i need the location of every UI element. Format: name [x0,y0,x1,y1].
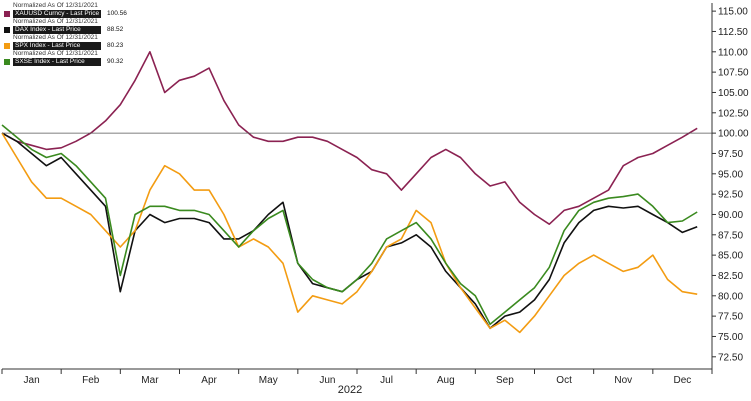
legend-note: Normalized As Of 12/31/2021 [13,50,98,57]
y-tick-label: 110.00 [718,47,748,58]
legend-swatch [4,59,10,65]
y-tick-label: 112.50 [718,27,748,38]
y-tick-label: 105.00 [718,88,749,99]
legend-series-name: DAX Index - Last Price [13,26,101,34]
y-tick-label: 80.00 [718,291,743,302]
legend-note: Normalized As Of 12/31/2021 [13,2,98,9]
y-tick-label: 82.50 [718,271,743,282]
legend-swatch [4,27,10,33]
legend-swatch [4,11,10,17]
legend-entry: SXSE Index - Last Price 90.32 [2,58,127,66]
x-tick-label: Jun [319,375,335,386]
x-tick-label: Nov [614,375,632,386]
legend-entry: XAUUSD Curncy - Last Price 100.56 [2,10,127,18]
legend-entry: SPX Index - Last Price 80.23 [2,42,127,50]
x-tick-label: Jul [380,375,393,386]
x-tick-label: Jan [24,375,40,386]
legend-note: Normalized As Of 12/31/2021 [13,18,98,25]
legend: Normalized As Of 12/31/2021 XAUUSD Curncy… [2,2,127,66]
legend-entry: DAX Index - Last Price 88.52 [2,26,127,34]
legend-series-name: XAUUSD Curncy - Last Price [13,10,101,18]
x-tick-label: Dec [674,375,692,386]
y-tick-label: 90.00 [718,210,743,221]
series-line-3 [1,124,698,326]
legend-last-value: 80.23 [107,42,124,49]
y-tick-label: 115.00 [718,7,748,18]
legend-note: Normalized As Of 12/31/2021 [13,34,98,41]
series-line-0 [1,50,698,225]
x-tick-label: Mar [141,375,159,386]
legend-last-value: 88.52 [107,26,124,33]
legend-last-value: 100.56 [107,10,127,17]
y-tick-label: 107.50 [718,68,749,79]
x-tick-label: May [259,375,278,386]
y-tick-label: 102.50 [718,108,749,119]
x-axis-title: 2022 [338,384,362,396]
y-tick-label: 77.50 [718,312,743,323]
y-tick-label: 97.50 [718,149,743,160]
y-tick-label: 75.00 [718,332,743,343]
axis-layer: 72.50 75.00 77.50 80.00 82.50 85.00 87.50 90.00… [1,3,749,386]
x-tick-label: Sep [496,375,514,386]
series-line-2 [1,132,698,334]
legend-series-name: SXSE Index - Last Price [13,58,101,66]
y-tick-label: 72.50 [718,352,743,363]
legend-last-value: 90.32 [107,58,124,65]
y-tick-label: 85.00 [718,251,743,262]
y-tick-label: 95.00 [718,169,743,180]
y-tick-label: 100.00 [718,129,749,140]
y-tick-label: 87.50 [718,230,743,241]
legend-series-name: SPX Index - Last Price [13,42,101,50]
x-tick-label: Apr [201,375,217,386]
series-layer [1,50,698,334]
x-tick-label: Oct [556,375,572,386]
legend-swatch [4,43,10,49]
x-tick-label: Aug [437,375,455,386]
y-tick-label: 92.50 [718,190,743,201]
x-tick-label: Feb [82,375,100,386]
